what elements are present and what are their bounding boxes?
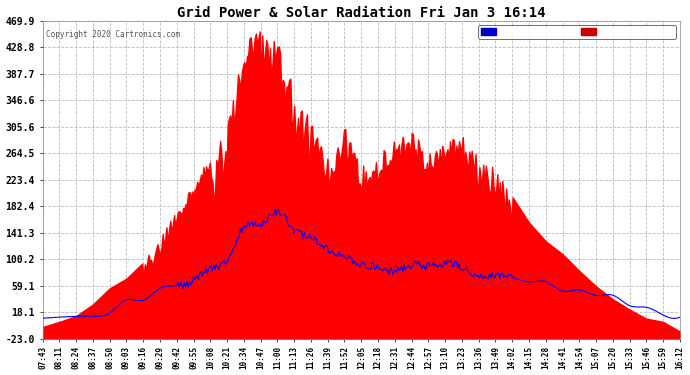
Title: Grid Power & Solar Radiation Fri Jan 3 16:14: Grid Power & Solar Radiation Fri Jan 3 1… — [177, 6, 546, 20]
Legend: Radiation (w/m2), Grid (AC Watts): Radiation (w/m2), Grid (AC Watts) — [478, 25, 676, 39]
Text: Copyright 2020 Cartronics.com: Copyright 2020 Cartronics.com — [46, 30, 180, 39]
